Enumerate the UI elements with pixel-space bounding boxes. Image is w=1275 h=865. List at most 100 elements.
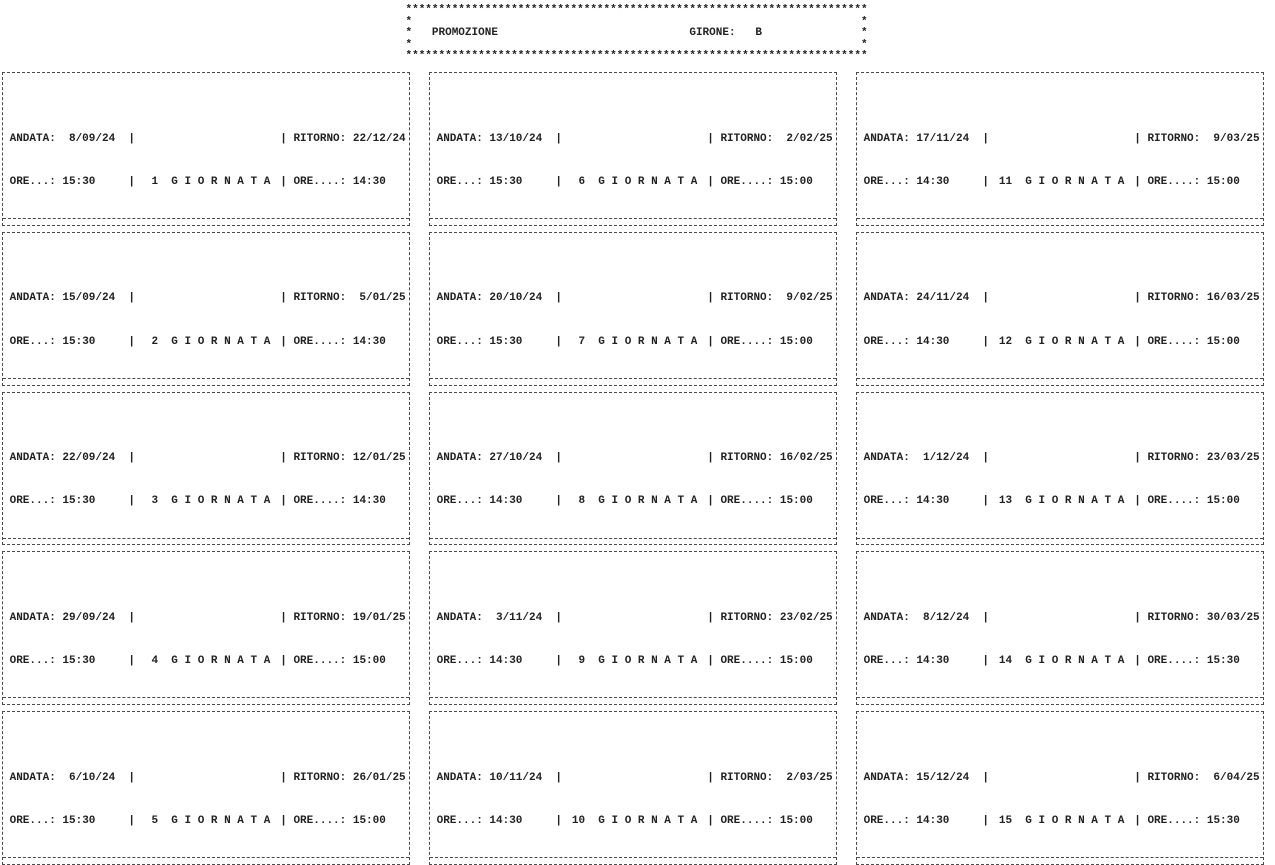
ritorno-cell: RITORNO: 16/02/25: [714, 451, 836, 465]
header-divider: [128, 654, 135, 668]
header-middle-blank: [989, 132, 1134, 146]
andata-label: ANDATA:: [863, 611, 910, 624]
andata-time: 15:30: [62, 815, 96, 827]
giornata-label: G I O R N A T A: [598, 495, 698, 508]
andata-time-cell: ORE...: 14:30: [430, 494, 555, 508]
round-block: ANDATA: 1/12/24 RITORNO: 23/03/25 ORE...: 14…: [856, 391, 1264, 546]
round-header-row-times: ORE...: 14:30 10 G I O R N A T A ORE....: 15:…: [430, 814, 836, 828]
round-header-row-dates: ANDATA: 6/10/24 RITORNO: 26/01/25: [3, 771, 409, 785]
giornata-label: G I O R N A T A: [171, 655, 271, 668]
round-number: 2: [151, 335, 159, 348]
giornata-cell: 8 G I O R N A T A: [562, 494, 707, 508]
ritorno-time: 15:30: [1206, 655, 1240, 668]
ritorno-label: RITORNO:: [1147, 292, 1201, 305]
ritorno-cell: RITORNO: 5/01/25: [287, 291, 409, 305]
header-middle-blank: [989, 611, 1134, 625]
round-block: ANDATA: 3/11/24 RITORNO: 23/02/25 ORE...: 14…: [429, 551, 837, 706]
andata-time-cell: ORE...: 14:30: [857, 494, 982, 508]
andata-time-cell: ORE...: 15:30: [430, 175, 555, 189]
giornata-label: G I O R N A T A: [171, 335, 271, 348]
ritorno-time-cell: ORE....: 15:00: [714, 335, 836, 349]
giornata-cell: 15 G I O R N A T A: [989, 814, 1134, 828]
header-divider: [707, 654, 714, 668]
giornata-label: G I O R N A T A: [171, 815, 271, 827]
round-number: 9: [578, 655, 586, 668]
round-header-row-times: ORE...: 15:30 2 G I O R N A T A ORE....: 14:3…: [3, 335, 409, 349]
ritorno-time-label: ORE....:: [720, 335, 774, 348]
ritorno-time-label: ORE....:: [293, 815, 347, 827]
andata-time-label: ORE...:: [9, 815, 56, 827]
andata-time-label: ORE...:: [863, 655, 910, 668]
rounds-grid: ANDATA:8/09/24RITORNO:22/12/24 ORE...:15…: [0, 71, 1275, 865]
header-divider: [555, 335, 562, 349]
header-divider: [982, 771, 989, 785]
ritorno-time-cell: ORE....: 15:00: [714, 494, 836, 508]
giornata-label: G I O R N A T A: [1025, 495, 1125, 508]
andata-cell: ANDATA: 15/09/24: [3, 291, 128, 305]
ritorno-cell: RITORNO: 12/01/25: [287, 451, 409, 465]
round-block: ANDATA: 22/09/24 RITORNO: 12/01/25 ORE...: 1…: [2, 391, 410, 546]
ritorno-time-cell: ORE....: 15:00: [287, 654, 409, 668]
round-header: ANDATA: 1/12/24 RITORNO: 23/03/25 ORE...: 14…: [857, 421, 1263, 539]
ritorno-cell: RITORNO: 23/03/25: [1141, 451, 1263, 465]
ritorno-time-cell: ORE....: 15:00: [1141, 175, 1263, 189]
ritorno-cell: RITORNO: 19/01/25: [287, 611, 409, 625]
header-middle-blank: [562, 611, 707, 625]
ritorno-cell: RITORNO: 22/12/24: [287, 132, 409, 146]
header-divider: [280, 611, 287, 625]
andata-time-label: ORE...:: [9, 495, 56, 508]
round-header: ANDATA: 10/11/24 RITORNO: 2/03/25 ORE...: 14…: [430, 741, 836, 859]
header-divider: [1134, 494, 1141, 508]
header-divider: [1134, 771, 1141, 785]
header-divider: [280, 771, 287, 785]
andata-time-cell: ORE...: 14:30: [857, 654, 982, 668]
header-middle-blank: [562, 291, 707, 305]
ritorno-time-label: ORE....:: [720, 815, 774, 827]
andata-date: 29/09/24: [62, 611, 116, 624]
round-header-row-dates: ANDATA: 3/11/24 RITORNO: 23/02/25: [430, 611, 836, 625]
ritorno-time-label: ORE....:: [720, 175, 774, 188]
ritorno-date: 2/03/25: [786, 771, 833, 784]
round-number: 10: [571, 815, 586, 827]
andata-time: 15:30: [62, 655, 96, 668]
ritorno-time-label: ORE....:: [720, 655, 774, 668]
andata-time: 14:30: [916, 655, 950, 668]
andata-cell: ANDATA: 1/12/24: [857, 451, 982, 465]
header-divider: [1134, 654, 1141, 668]
header-divider: [128, 814, 135, 828]
header-divider: [128, 175, 135, 189]
andata-cell: ANDATA: 29/09/24: [3, 611, 128, 625]
andata-label: ANDATA:: [9, 132, 56, 145]
ritorno-label: RITORNO:: [293, 452, 347, 465]
giornata-cell: 12 G I O R N A T A: [989, 335, 1134, 349]
andata-label: ANDATA:: [863, 132, 910, 145]
andata-time: 14:30: [916, 175, 950, 188]
andata-date: 13/10/24: [489, 132, 543, 145]
header-divider: [707, 611, 714, 625]
header-divider: [707, 814, 714, 828]
giornata-cell: 6 G I O R N A T A: [562, 175, 707, 189]
round-number: 7: [578, 335, 586, 348]
header-divider: [128, 132, 135, 146]
header-divider: [555, 175, 562, 189]
ritorno-cell: RITORNO: 2/02/25: [714, 132, 836, 146]
andata-time-label: ORE...:: [863, 495, 910, 508]
ritorno-label: RITORNO:: [1147, 771, 1201, 784]
andata-label: ANDATA:: [863, 292, 910, 305]
ritorno-cell: RITORNO: 2/03/25: [714, 771, 836, 785]
ritorno-time-cell: ORE....: 15:00: [714, 175, 836, 189]
andata-time-label: ORE...:: [9, 335, 56, 348]
ritorno-date: 30/03/25: [1206, 611, 1260, 624]
ritorno-time-label: ORE....:: [1147, 495, 1201, 508]
round-block: ANDATA: 15/12/24 RITORNO: 6/04/25 ORE...: 14…: [856, 711, 1264, 865]
round-block: ANDATA: 29/09/24 RITORNO: 19/01/25 ORE...: 1…: [2, 551, 410, 706]
header-divider: [555, 814, 562, 828]
header-divider: [982, 611, 989, 625]
ritorno-time-cell: ORE....: 14:30: [287, 175, 409, 189]
round-header-row-dates: ANDATA: 24/11/24 RITORNO: 16/03/25: [857, 291, 1263, 305]
ritorno-time-label: ORE....:: [720, 495, 774, 508]
round-header-row-dates: ANDATA: 8/12/24 RITORNO: 30/03/25: [857, 611, 1263, 625]
round-header: ANDATA: 15/12/24 RITORNO: 6/04/25 ORE...: 14…: [857, 741, 1263, 859]
ritorno-date: 9/03/25: [1213, 132, 1260, 145]
round-header: ANDATA: 24/11/24 RITORNO: 16/03/25 ORE...: 1…: [857, 262, 1263, 379]
